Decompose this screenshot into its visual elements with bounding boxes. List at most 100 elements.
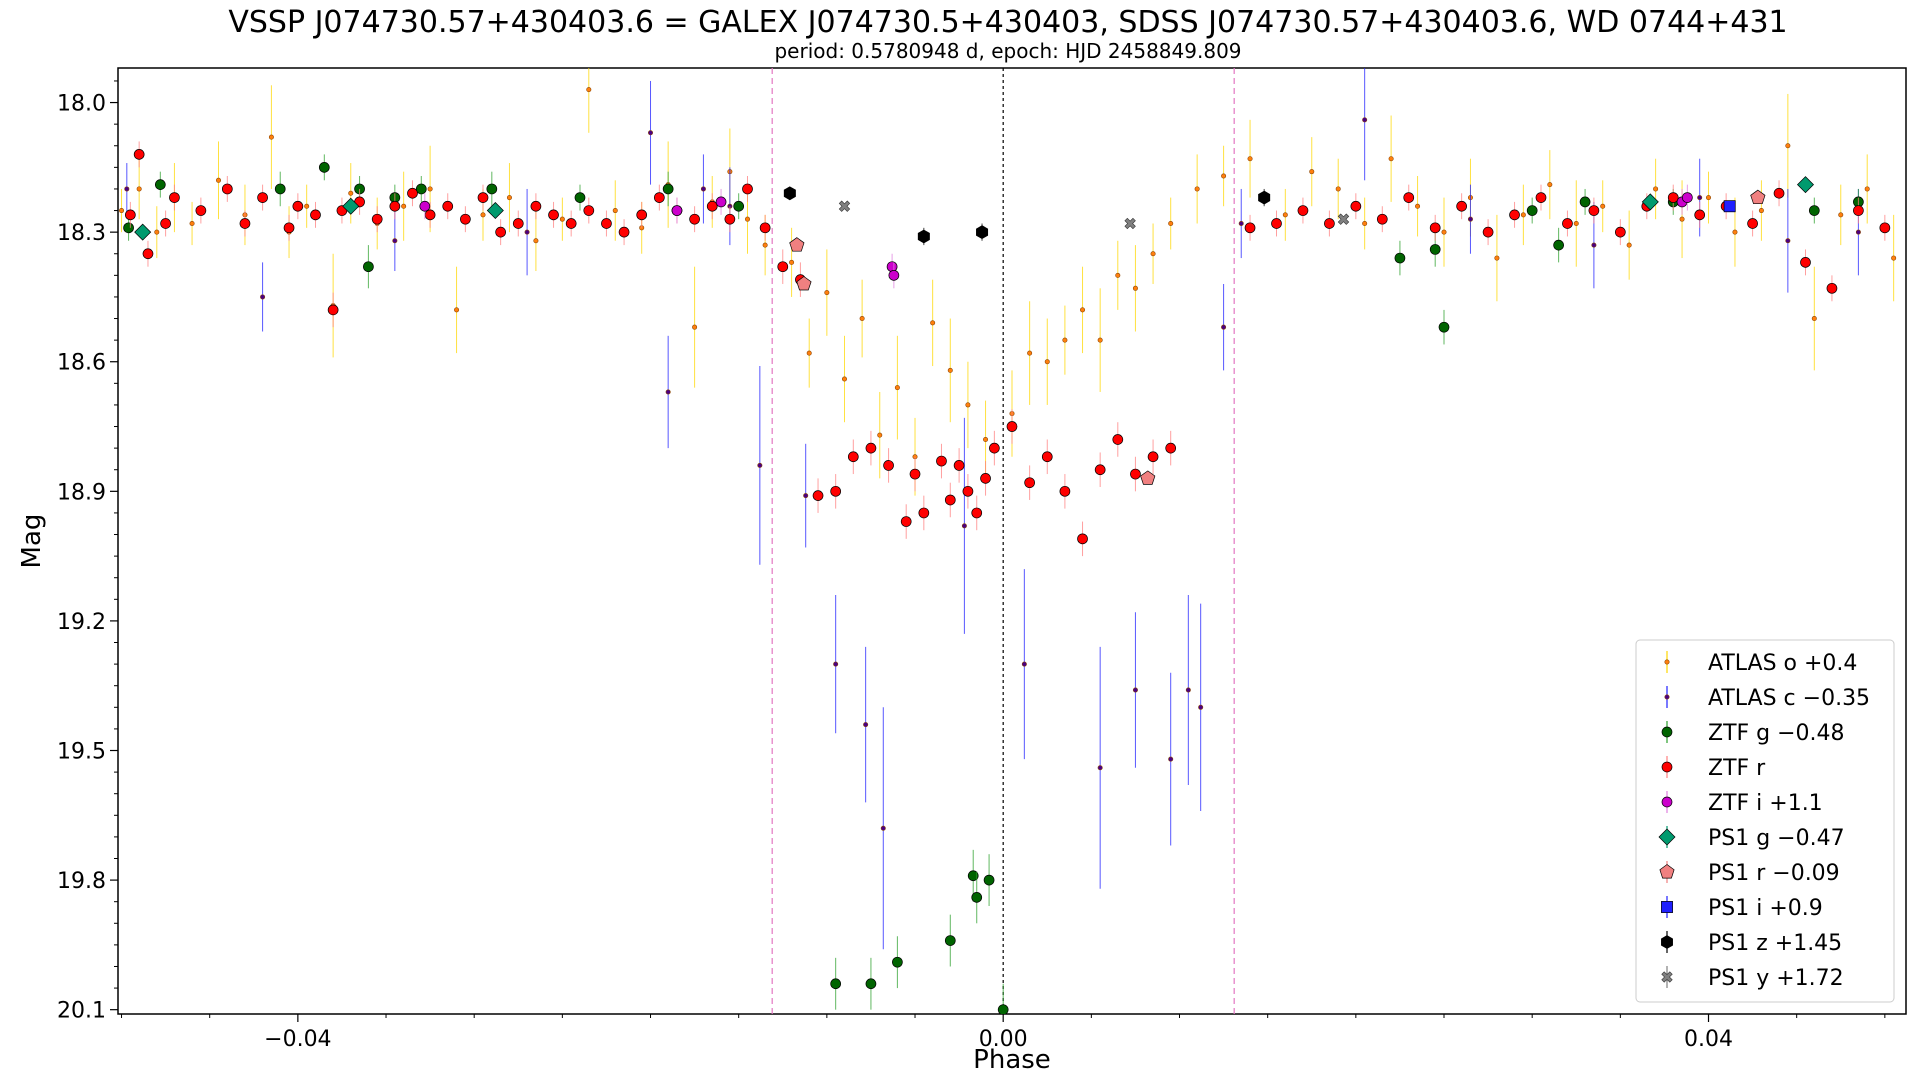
data-point: [1467, 216, 1473, 222]
legend-marker: [1661, 901, 1673, 913]
data-point: [812, 490, 824, 501]
data-point: [1785, 143, 1791, 149]
data-point: [1094, 464, 1106, 476]
data-point: [671, 205, 683, 216]
data-point: [1811, 316, 1817, 322]
data-point: [1062, 337, 1068, 343]
data-point: [841, 376, 847, 382]
data-point: [1271, 218, 1282, 229]
data-point: [1535, 192, 1547, 203]
y-tick-label: 19.8: [57, 869, 106, 894]
data-point: [806, 350, 812, 356]
data-point: [559, 216, 565, 222]
data-point: [980, 473, 991, 484]
data-point: [742, 183, 753, 195]
x-tick-label: −0.04: [264, 1027, 331, 1052]
data-point: [348, 190, 354, 196]
legend-label: PS1 g −0.47: [1708, 826, 1845, 851]
legend-marker: [1661, 726, 1673, 738]
data-point: [1337, 213, 1350, 225]
series-3: [124, 141, 1891, 557]
legend-marker: [1661, 935, 1673, 949]
data-point: [1579, 196, 1591, 208]
data-point: [1758, 208, 1764, 214]
data-point: [565, 218, 577, 229]
data-point: [1244, 222, 1256, 234]
data-point: [1150, 251, 1156, 257]
data-point: [971, 892, 983, 903]
data-point: [1723, 200, 1736, 213]
data-point: [1027, 350, 1033, 356]
data-point: [371, 213, 383, 225]
data-point: [142, 248, 154, 260]
legend-marker: [1664, 694, 1670, 700]
data-point: [601, 218, 612, 229]
data-point: [1388, 156, 1394, 162]
data-point: [859, 316, 865, 322]
data-point: [1059, 485, 1071, 497]
legend: ATLAS o +0.4 ATLAS c −0.35 ZTF g −0.48 ZTF …: [1635, 639, 1895, 1003]
data-point: [883, 460, 894, 471]
data-point: [1362, 117, 1368, 123]
data-point: [189, 221, 195, 227]
data-point: [847, 451, 859, 463]
data-point: [1112, 434, 1124, 445]
data-point: [1853, 205, 1864, 216]
y-tick-label: 18.3: [57, 221, 106, 246]
data-point: [865, 978, 877, 990]
data-point: [965, 402, 971, 408]
data-point: [789, 237, 805, 252]
data-point: [1006, 421, 1018, 432]
data-point: [1694, 209, 1706, 221]
legend-label: PS1 r −0.09: [1708, 861, 1840, 886]
data-point: [967, 870, 979, 882]
data-point: [460, 213, 471, 225]
data-point: [900, 516, 912, 527]
series-2: [123, 154, 1864, 1014]
data-point: [1591, 242, 1597, 248]
data-point: [119, 208, 125, 214]
series-0: [119, 68, 1897, 496]
data-point: [888, 269, 900, 281]
data-point: [548, 209, 559, 221]
data-series: [119, 68, 1897, 1014]
data-point: [292, 200, 304, 212]
data-point: [1864, 186, 1870, 192]
legend-marker: [1661, 761, 1673, 773]
data-point: [706, 200, 718, 212]
data-point: [665, 389, 671, 395]
data-point: [1588, 205, 1600, 216]
data-point: [1335, 186, 1341, 192]
data-point: [216, 177, 222, 183]
data-point: [997, 1004, 1009, 1014]
data-point: [1855, 229, 1861, 235]
data-point: [1706, 195, 1712, 201]
data-point: [1185, 687, 1191, 693]
data-point: [1097, 765, 1103, 771]
data-point: [274, 183, 286, 195]
data-point: [1838, 212, 1844, 218]
data-point: [415, 183, 427, 195]
data-point: [524, 229, 530, 235]
data-point: [454, 307, 460, 313]
data-point: [961, 523, 967, 529]
data-point: [1115, 272, 1121, 278]
chart-subtitle: period: 0.5780948 d, epoch: HJD 2458849.…: [774, 39, 1241, 63]
data-point: [533, 238, 539, 244]
data-point: [1785, 238, 1791, 244]
data-point: [1415, 203, 1421, 209]
legend-marker: [1659, 864, 1675, 879]
data-point: [419, 200, 431, 212]
legend-label: ZTF g −0.48: [1708, 721, 1845, 746]
data-point: [1429, 222, 1441, 234]
data-point: [1147, 451, 1159, 463]
data-point: [930, 320, 936, 326]
data-point: [833, 661, 839, 667]
data-point: [745, 216, 751, 222]
data-point: [612, 208, 618, 214]
data-point: [136, 186, 142, 192]
data-point: [1194, 186, 1200, 192]
x-tick-label: 0.00: [979, 1027, 1028, 1052]
data-point: [830, 978, 842, 990]
